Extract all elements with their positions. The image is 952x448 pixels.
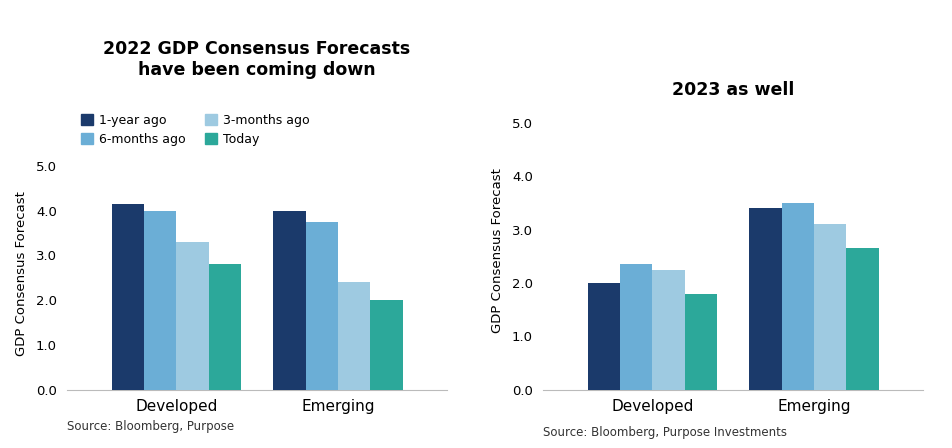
Bar xyxy=(749,208,782,390)
Title: 2022 GDP Consensus Forecasts
have been coming down: 2022 GDP Consensus Forecasts have been c… xyxy=(104,40,410,79)
Bar xyxy=(782,203,814,390)
Bar xyxy=(370,300,403,390)
Bar xyxy=(176,242,208,390)
Bar xyxy=(144,211,176,390)
Bar xyxy=(273,211,306,390)
Bar xyxy=(620,264,652,390)
Bar xyxy=(208,264,241,390)
Bar xyxy=(111,204,144,390)
Legend: 1-year ago, 6-months ago, 3-months ago, Today: 1-year ago, 6-months ago, 3-months ago, … xyxy=(81,114,310,146)
Title: 2023 as well: 2023 as well xyxy=(672,82,794,99)
Y-axis label: GDP Consensus Forecast: GDP Consensus Forecast xyxy=(490,168,504,333)
Y-axis label: GDP Consensus Forecast: GDP Consensus Forecast xyxy=(14,191,28,356)
Bar xyxy=(587,283,620,390)
Bar xyxy=(814,224,846,390)
Bar xyxy=(846,248,879,390)
Bar xyxy=(684,293,717,390)
Bar xyxy=(652,270,684,390)
Bar xyxy=(306,222,338,390)
Text: Source: Bloomberg, Purpose Investments: Source: Bloomberg, Purpose Investments xyxy=(543,426,786,439)
Bar xyxy=(338,282,370,390)
Text: Source: Bloomberg, Purpose: Source: Bloomberg, Purpose xyxy=(67,420,234,433)
